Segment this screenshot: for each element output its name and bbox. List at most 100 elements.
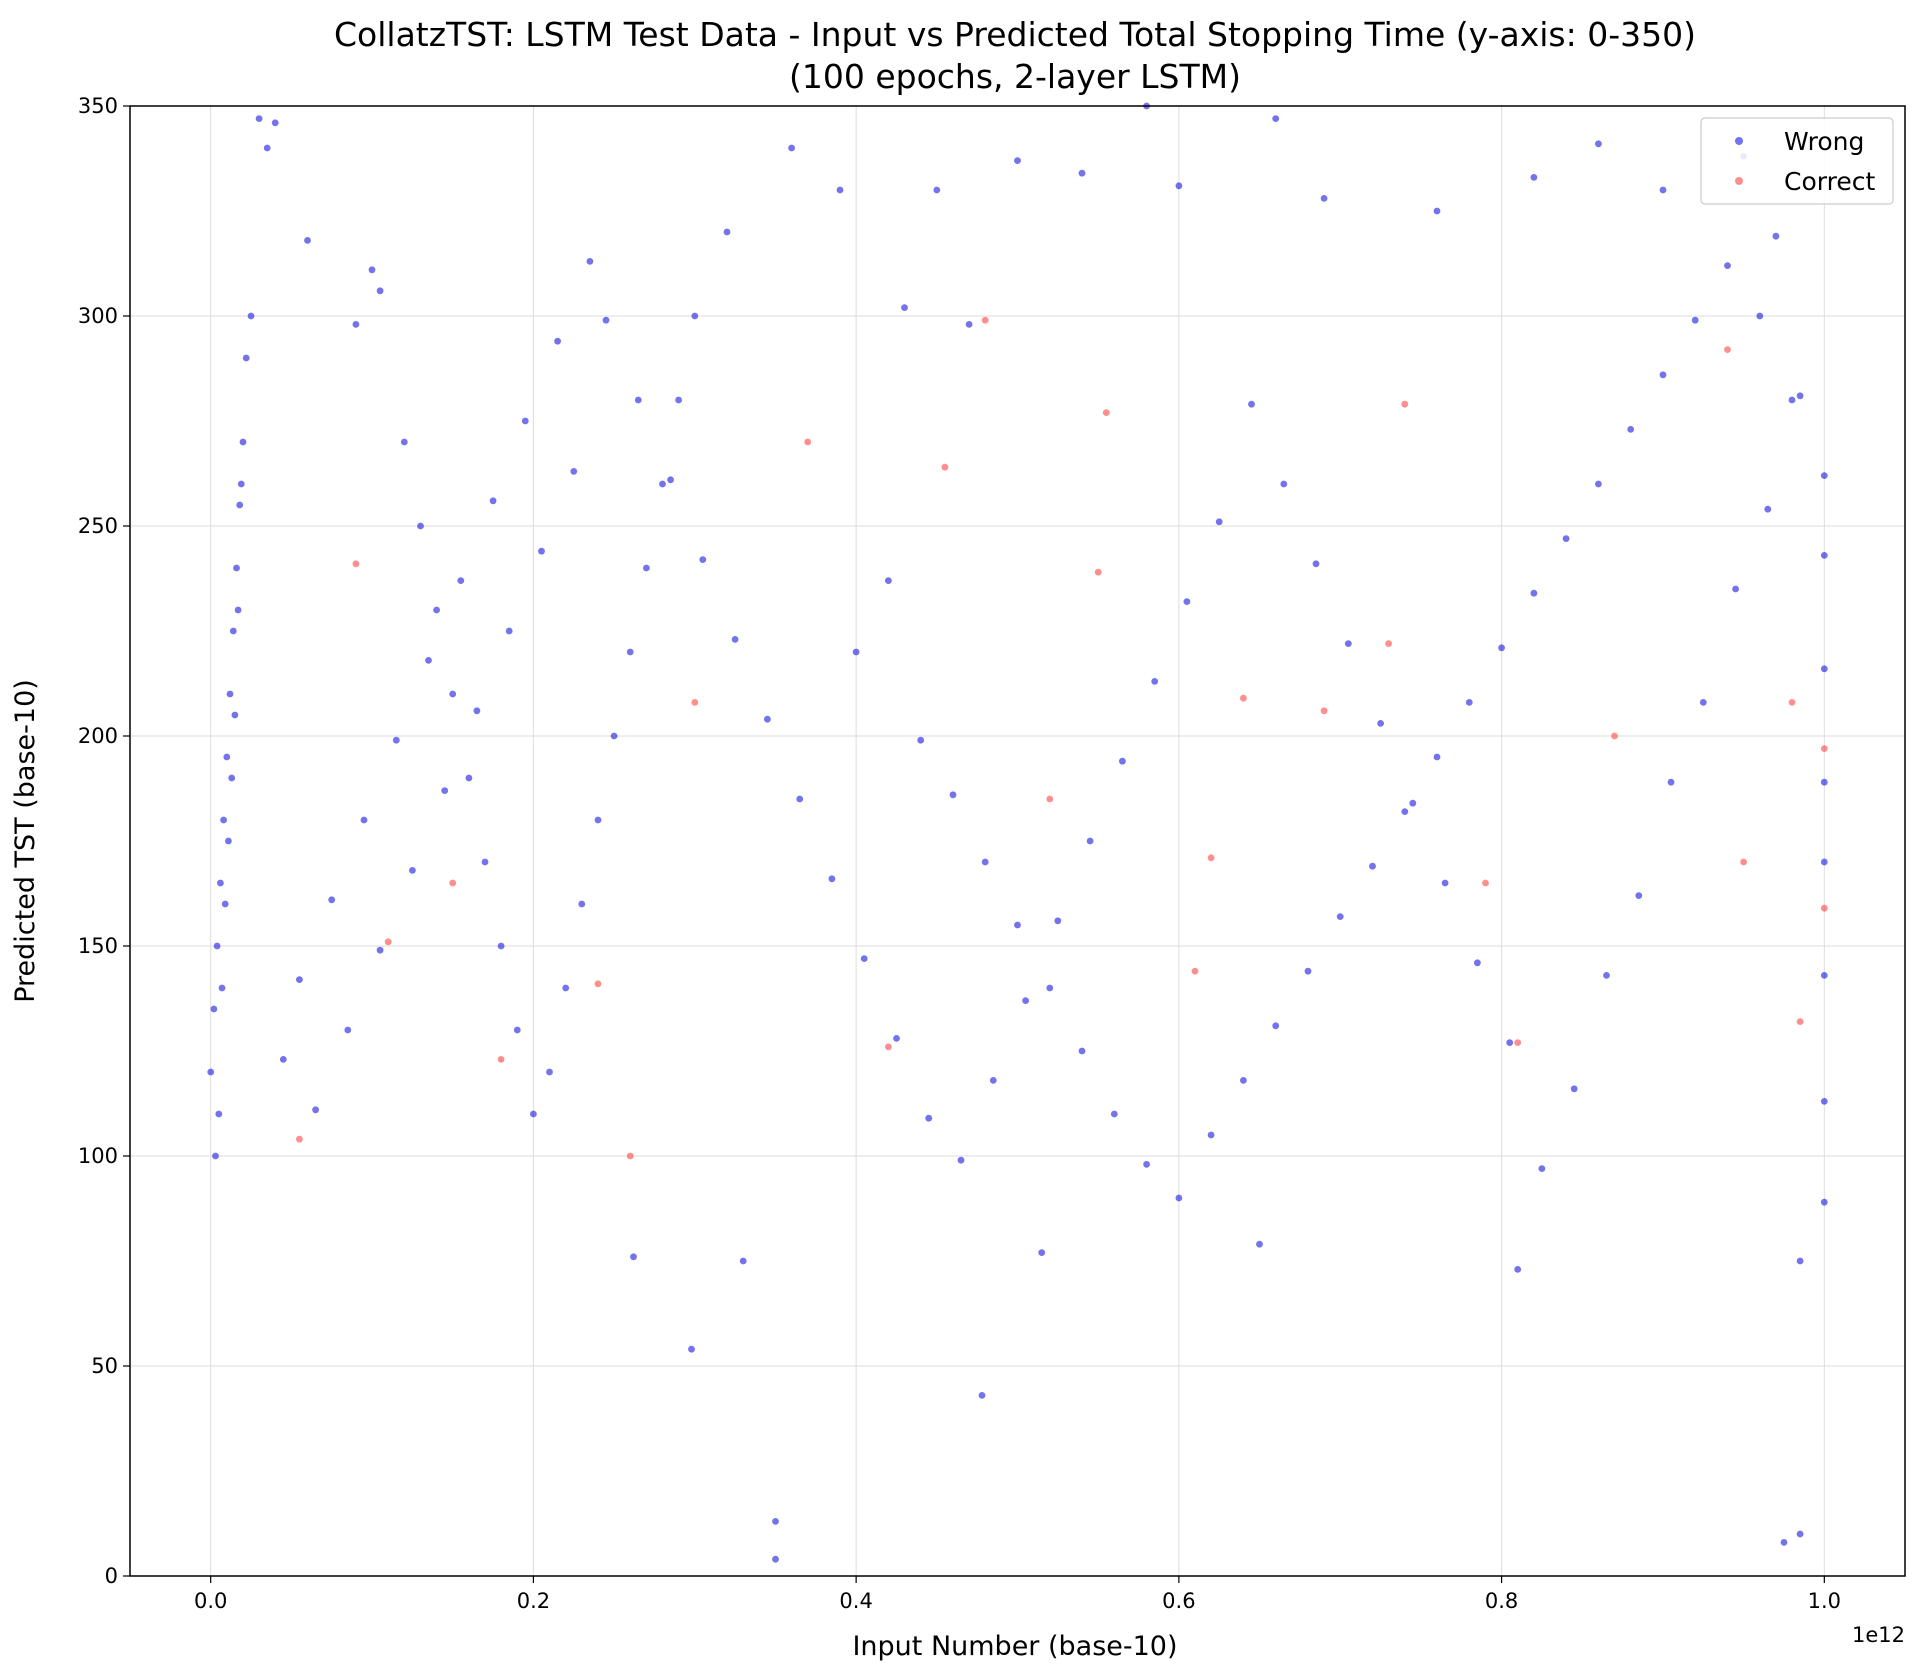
x-tick-label: 0.6	[1162, 1589, 1195, 1613]
wrong-point	[521, 417, 529, 425]
wrong-point	[417, 522, 424, 530]
wrong-point	[433, 606, 440, 614]
wrong-point	[1280, 480, 1288, 488]
wrong-point	[1433, 207, 1441, 215]
wrong-point	[1595, 480, 1602, 488]
wrong-point	[1038, 1249, 1046, 1256]
wrong-point	[304, 237, 311, 244]
wrong-point	[344, 1026, 352, 1034]
wrong-point	[546, 1068, 553, 1076]
wrong-point	[457, 577, 465, 584]
correct-point	[1740, 858, 1747, 866]
wrong-point	[1086, 837, 1094, 845]
wrong-point	[368, 266, 376, 274]
wrong-point	[538, 547, 545, 555]
y-axis-label: Predicted TST (base-10)	[10, 679, 41, 1003]
wrong-point	[231, 711, 239, 719]
chart-title: CollatzTST: LSTM Test Data - Input vs Pr…	[334, 15, 1696, 54]
wrong-point	[1788, 396, 1796, 404]
wrong-point	[1320, 195, 1328, 202]
wrong-point	[1014, 921, 1021, 929]
correct-point	[1207, 854, 1215, 862]
wrong-point	[610, 732, 618, 740]
x-tick-label: 0.8	[1485, 1589, 1518, 1613]
correct-point	[1788, 699, 1796, 706]
wrong-point	[1046, 984, 1054, 992]
wrong-point	[667, 476, 674, 484]
wrong-point	[1078, 1047, 1086, 1055]
y-tick-label: 100	[78, 1144, 118, 1168]
wrong-point	[836, 186, 844, 194]
wrong-point	[1530, 589, 1538, 597]
wrong-point	[1820, 1098, 1828, 1105]
wrong-point	[497, 942, 505, 950]
wrong-point	[225, 837, 232, 845]
wrong-point	[630, 1253, 637, 1261]
y-tick-label: 200	[78, 724, 118, 748]
wrong-point	[1538, 1165, 1546, 1172]
wrong-point	[1659, 371, 1667, 379]
correct-point	[497, 1056, 505, 1063]
correct-point	[1320, 707, 1328, 715]
wrong-point	[1401, 808, 1409, 815]
wrong-point	[1433, 753, 1441, 761]
wrong-point	[255, 115, 263, 122]
correct-point	[804, 438, 812, 446]
wrong-point	[688, 1345, 695, 1353]
wrong-point	[1796, 1530, 1804, 1538]
wrong-point	[218, 984, 226, 992]
wrong-point	[489, 497, 497, 505]
wrong-point	[360, 816, 368, 824]
wrong-point	[234, 606, 242, 614]
wrong-point	[1820, 665, 1828, 673]
legend: Wrong Correct	[1700, 117, 1894, 205]
wrong-point	[223, 753, 231, 761]
wrong-point	[1756, 312, 1764, 320]
plot-frame	[129, 105, 1906, 1577]
wrong-point	[788, 144, 795, 152]
wrong-point	[239, 438, 247, 446]
wrong-point	[1344, 640, 1352, 647]
correct-point	[1102, 409, 1110, 416]
wrong-point	[1796, 1257, 1804, 1265]
wrong-point	[1207, 1131, 1215, 1139]
wrong-point	[1377, 720, 1384, 727]
wrong-point	[1667, 778, 1675, 786]
x-tick-label: 0.4	[839, 1589, 872, 1613]
wrong-point	[312, 1106, 319, 1114]
wrong-point	[594, 816, 602, 824]
correct-point	[1796, 1018, 1804, 1025]
wrong-point	[376, 946, 384, 954]
wrong-point	[1659, 186, 1667, 194]
wrong-point	[425, 657, 432, 664]
wrong-point	[1691, 316, 1699, 324]
x-tick-label: 1.0	[1808, 1589, 1841, 1613]
wrong-point	[1570, 1085, 1578, 1093]
wrong-point	[917, 736, 925, 744]
correct-point	[1191, 967, 1199, 975]
wrong-point	[247, 312, 255, 320]
wrong-point	[392, 736, 400, 744]
wrong-point	[1022, 997, 1029, 1004]
wrong-point	[242, 354, 250, 362]
wrong-point	[554, 337, 561, 345]
wrong-point	[691, 312, 699, 320]
wrong-point	[1820, 778, 1828, 786]
wrong-point	[764, 715, 771, 723]
wrong-point	[1595, 140, 1602, 148]
correct-point	[352, 560, 360, 568]
legend-correct-label: Correct	[1784, 167, 1875, 196]
wrong-point	[1772, 232, 1780, 240]
wrong-point	[1530, 174, 1538, 181]
axis-ticks: 0.0 0.2 0.4 0.6 0.8 1.0 0 50 100 150 200 250 300 350	[78, 94, 1841, 1613]
wrong-point	[513, 1026, 521, 1034]
wrong-point	[352, 321, 360, 328]
wrong-point	[643, 564, 650, 572]
wrong-point	[221, 900, 229, 908]
wrong-point	[376, 287, 384, 295]
wrong-point	[893, 1035, 900, 1042]
wrong-point	[731, 636, 739, 643]
wrong-point	[1474, 959, 1481, 967]
wrong-point	[885, 577, 892, 584]
wrong-point	[1506, 1039, 1514, 1046]
